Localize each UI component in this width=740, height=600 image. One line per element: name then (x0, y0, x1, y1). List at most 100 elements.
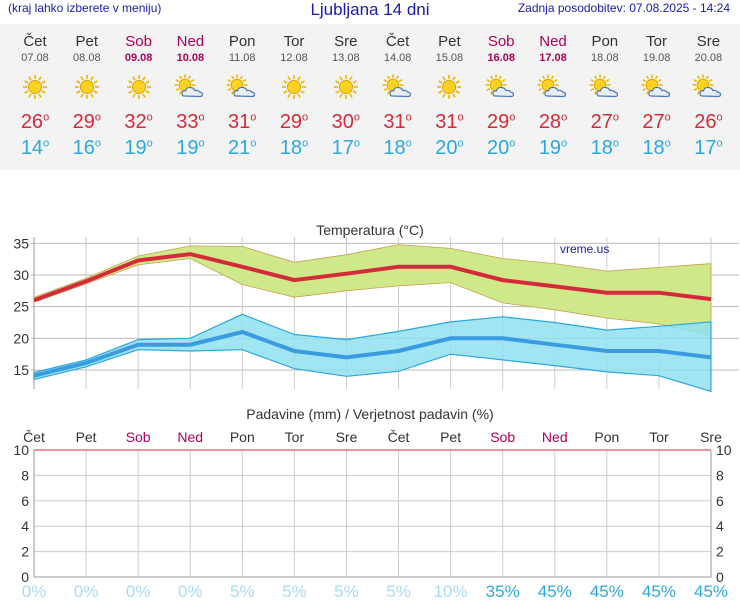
day-name: Tor (283, 33, 305, 50)
day-name: Pet (438, 33, 461, 50)
day-name: Sre (334, 33, 358, 50)
precipitation-day-label: Pet (440, 429, 461, 445)
min-temperature: 19o (176, 137, 205, 159)
max-temperature-line (33, 252, 712, 303)
forecast-day-1: Čet 07.08 26o 14o (9, 24, 61, 161)
max-temperature: 27o (590, 111, 619, 133)
day-date: 14.08 (383, 52, 412, 64)
precipitation-day-label: Sob (490, 429, 515, 445)
temperature-chart-title: Temperatura (°C) (316, 222, 424, 238)
precipitation-y-tick-left: 10 (13, 442, 29, 458)
temperature-y-tick-label: 30 (13, 267, 29, 283)
forecast-day-3: Sob 09.08 32o 19o (113, 24, 165, 161)
precipitation-probability-label: 0% (22, 582, 47, 600)
precipitation-y-tick-right: 0 (716, 569, 724, 585)
precipitation-y-tick-right: 6 (716, 493, 724, 509)
day-date: 19.08 (642, 52, 671, 64)
day-name: Sob (125, 33, 152, 50)
min-temperature: 14o (20, 137, 50, 159)
sun-icon (9, 71, 61, 103)
precipitation-probability-label: 10% (434, 582, 468, 600)
day-date: 17.08 (539, 52, 567, 64)
precipitation-y-tick-right: 8 (716, 467, 724, 483)
day-name: Čet (23, 33, 47, 50)
min-temperature: 18o (642, 137, 671, 159)
daily-forecast-strip: Čet 07.08 26o 14o Pet 08.08 29o 16o Sob 09.08 32o 1… (0, 24, 740, 170)
precipitation-day-label: Sre (700, 429, 722, 445)
max-temperature: 28o (538, 111, 568, 133)
day-name: Ned (539, 33, 567, 50)
precipitation-probability-label: 45% (642, 582, 676, 600)
day-name: Pon (228, 33, 256, 50)
precipitation-probability-label: 5% (282, 582, 307, 600)
max-temperature: 33o (176, 111, 205, 133)
precipitation-y-tick-right: 2 (716, 544, 724, 560)
precipitation-y-tick-left: 4 (21, 518, 29, 534)
max-temperature: 31o (435, 111, 464, 133)
day-date: 07.08 (21, 52, 49, 64)
precipitation-day-label: Ned (542, 429, 568, 445)
min-temperature: 20o (487, 137, 516, 159)
precipitation-day-label: Tor (285, 429, 305, 445)
sun-cloud-icon (216, 71, 268, 103)
precipitation-y-tick-left: 8 (21, 467, 29, 483)
sun-icon (268, 71, 320, 103)
max-temperature-range-band (33, 244, 712, 336)
precipitation-day-label: Sre (336, 429, 358, 445)
precipitation-day-label: Pon (594, 429, 619, 445)
max-temperature: 31o (383, 111, 412, 133)
sun-icon (113, 71, 165, 103)
precipitation-day-label: Ned (177, 429, 203, 445)
precipitation-probability-label: 5% (386, 582, 411, 600)
sun-cloud-icon (631, 71, 683, 103)
max-temperature: 30o (331, 111, 360, 133)
precipitation-day-label: Sob (126, 429, 151, 445)
day-name: Pon (591, 33, 619, 50)
forecast-day-14: Sre 20.08 26o 17o (682, 24, 734, 161)
day-name: Pet (75, 33, 99, 50)
precipitation-probability-label: 0% (126, 582, 151, 600)
forecast-day-8: Čet 14.08 31o 18o (372, 24, 424, 161)
min-temperature: 18o (279, 137, 309, 159)
forecast-day-7: Sre 13.08 30o 17o (320, 24, 372, 161)
precipitation-y-tick-left: 0 (21, 569, 29, 585)
precipitation-probability-label: 45% (694, 582, 728, 600)
min-temperature: 16o (72, 137, 101, 159)
day-date: 18.08 (591, 52, 619, 64)
min-temperature: 19o (124, 137, 153, 159)
max-temperature: 29o (487, 111, 516, 133)
day-name: Sob (487, 33, 515, 50)
forecast-day-11: Ned 17.08 28o 19o (527, 24, 579, 161)
chart-watermark: vreme.us (560, 242, 609, 256)
max-temperature: 32o (124, 111, 153, 133)
min-temperature: 20o (435, 137, 464, 159)
sun-cloud-icon (475, 71, 527, 103)
forecast-day-13: Tor 19.08 27o 18o (631, 24, 683, 161)
precipitation-day-label: Tor (649, 429, 669, 445)
forecast-day-12: Pon 18.08 27o 18o (579, 24, 631, 161)
location-menu-hint: (kraj lahko izberete v meniju) (8, 1, 162, 15)
max-temperature: 31o (228, 111, 257, 133)
precipitation-chart-title: Padavine (mm) / Verjetnost padavin (%) (246, 406, 493, 422)
precipitation-day-label: Pet (76, 429, 97, 445)
page-title: Ljubljana 14 dni (310, 0, 430, 19)
sun-icon (61, 71, 113, 103)
precipitation-y-tick-right: 4 (716, 518, 724, 534)
day-name: Ned (176, 33, 205, 50)
min-temperature: 18o (383, 137, 412, 159)
precipitation-day-label: Pon (230, 429, 255, 445)
sun-cloud-icon (527, 71, 579, 103)
day-date: 10.08 (176, 52, 205, 64)
precipitation-probability-label: 45% (538, 582, 572, 600)
day-date: 09.08 (124, 52, 153, 64)
precipitation-probability-label: 0% (74, 582, 99, 600)
forecast-day-5: Pon 11.08 31o 21o (216, 24, 268, 161)
min-temperature: 18o (590, 137, 619, 159)
forecast-day-2: Pet 08.08 29o 16o (61, 24, 113, 161)
temperature-y-tick-label: 15 (13, 362, 29, 378)
max-temperature: 26o (20, 111, 50, 133)
min-temperature: 17o (331, 137, 360, 159)
precipitation-probability-label: 35% (486, 582, 520, 600)
sun-cloud-icon (579, 71, 631, 103)
